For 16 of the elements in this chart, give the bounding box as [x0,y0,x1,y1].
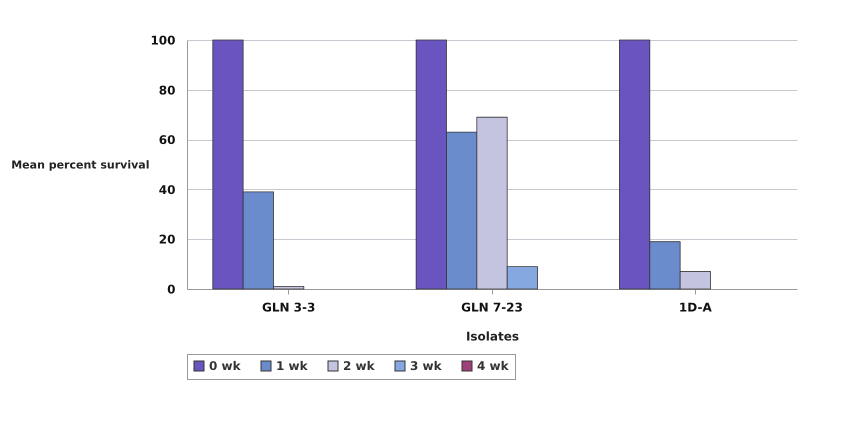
legend-label: 4 wk [477,359,510,373]
legend-label: 1 wk [276,359,309,373]
x-tick-label: 1D-A [678,300,712,314]
x-axis-title: Isolates [466,330,520,344]
y-tick-label: 0 [167,282,176,296]
y-axis-title: Mean percent survival [11,158,150,172]
y-tick-label: 80 [158,83,176,98]
y-tick-label: 100 [150,34,176,48]
x-tick-label: GLN 7-23 [461,300,523,314]
y-tick-label: 40 [158,182,176,197]
legend-label: 3 wk [410,359,443,373]
y-tick-label: 60 [158,133,176,148]
legend-label: 0 wk [209,359,242,373]
legend-label: 2 wk [343,359,376,373]
y-tick-label: 20 [158,232,176,247]
x-tick-label: GLN 3-3 [262,300,316,314]
